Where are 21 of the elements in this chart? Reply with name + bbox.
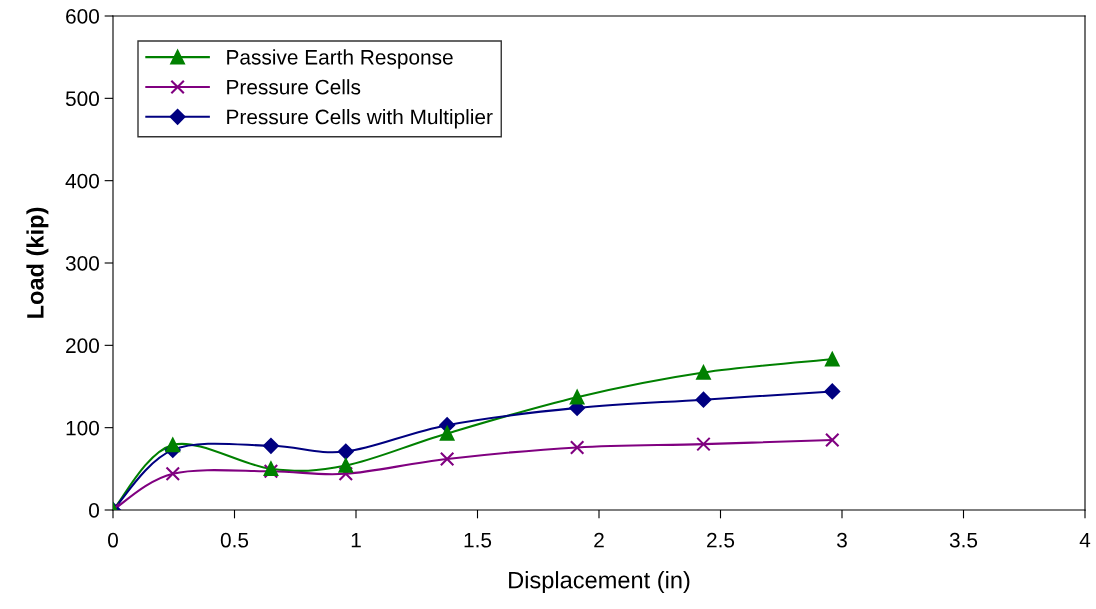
y-tick-label: 600 <box>66 9 99 24</box>
x-tick-label: 0 <box>108 532 118 548</box>
y-tick-label: 0 <box>89 503 99 518</box>
y-tick-label: 500 <box>65 91 99 107</box>
y-tick-label: 200 <box>66 338 99 354</box>
x-tick-label: 2 <box>594 532 604 548</box>
x-tick-label: 4 <box>1079 532 1091 548</box>
x-tick-label: 3.5 <box>949 532 978 548</box>
legend-label: Pressure Cells with Multiplier <box>227 109 493 129</box>
legend-label: Pressure Cells <box>227 79 361 95</box>
y-tick-label: 300 <box>65 256 99 271</box>
y-axis-title: Load (kip) <box>26 207 49 318</box>
x-tick-label: 2.5 <box>707 532 735 548</box>
x-tick-label: 0.5 <box>220 532 249 548</box>
y-tick-label: 100 <box>66 420 99 436</box>
legend-label: Passive Earth Response <box>227 49 453 69</box>
x-tick-label: 1 <box>351 532 361 548</box>
x-tick-label: 1.5 <box>464 532 492 548</box>
x-tick-label: 3 <box>837 532 847 548</box>
y-tick-label: 400 <box>65 173 99 189</box>
x-axis-title: Displacement (in) <box>509 571 690 594</box>
